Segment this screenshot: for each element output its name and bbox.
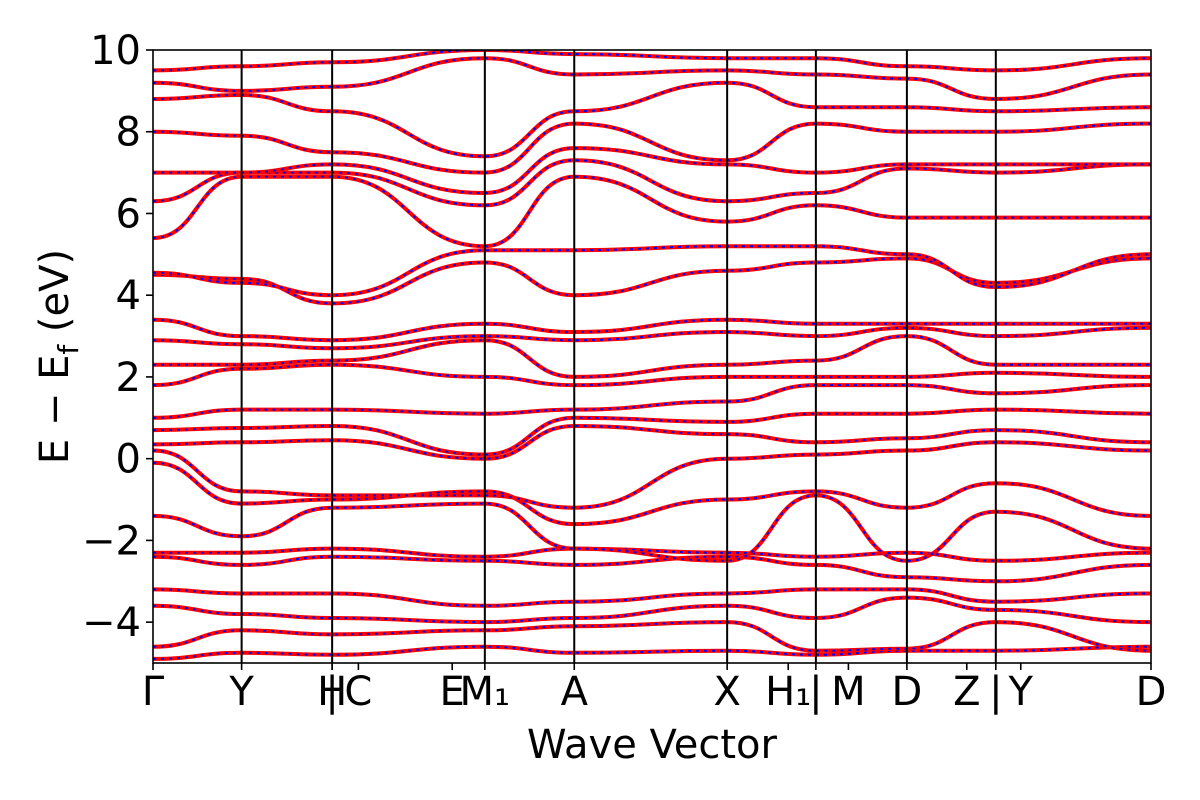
band-line-blue	[153, 257, 1151, 305]
x-tick-label: C	[344, 669, 372, 715]
y-axis-title-unit: (eV)	[32, 249, 78, 345]
band-line-blue	[153, 547, 1151, 562]
band-line-blue	[153, 175, 1151, 248]
band-line-red	[153, 174, 1151, 249]
band-line-red	[153, 423, 1151, 461]
band-line-blue	[153, 408, 1151, 456]
band-line-blue	[153, 596, 1151, 624]
band-line-red	[153, 121, 1151, 175]
band-line-red	[153, 334, 1151, 379]
x-tick-label: H	[317, 669, 347, 715]
band-line-red	[153, 146, 1151, 196]
band-line-blue	[153, 147, 1151, 195]
plot-frame	[152, 49, 1152, 664]
x-tick-label: A	[561, 669, 589, 715]
band-line-red	[153, 244, 1151, 298]
band-line-red	[153, 440, 1151, 510]
x-tick-label: Y	[228, 669, 254, 715]
y-axis-title: E − Ef (eV)	[32, 249, 85, 464]
band-line-blue	[153, 588, 1151, 607]
y-axis-title-main: E − E	[32, 355, 78, 465]
band-line-blue	[153, 384, 1151, 419]
y-tick-label: 8	[116, 110, 141, 156]
band-line-blue	[153, 621, 1151, 652]
y-tick-label: −4	[82, 600, 141, 646]
y-tick-label: 0	[116, 437, 141, 483]
x-tick-label: H₁	[765, 669, 811, 715]
band-line-red	[153, 587, 1151, 608]
band-line-blue	[153, 494, 1151, 562]
band-line-red	[153, 620, 1151, 653]
x-tick-label: M	[831, 669, 866, 715]
x-tick-label: E	[440, 669, 465, 715]
x-tick-label: |	[809, 669, 822, 715]
y-tick-label: 4	[116, 273, 141, 319]
band-line-red	[153, 383, 1151, 420]
band-line-red	[153, 80, 1151, 159]
x-tick-label: Z	[953, 669, 980, 715]
band-line-blue	[153, 81, 1151, 158]
band-line-red	[153, 644, 1151, 661]
y-tick-label: 6	[116, 191, 141, 237]
band-line-blue	[153, 159, 1151, 207]
x-axis-ticks: Γ Y HC| EM₁ A X H₁| M D Z | Y D	[142, 663, 1167, 715]
y-axis-title-sub: f	[52, 344, 85, 355]
x-tick-label: Γ	[142, 669, 165, 715]
band-line-blue	[153, 363, 1151, 387]
x-tick-label: |	[325, 669, 338, 715]
y-tick-label: 10	[90, 28, 141, 74]
y-tick-label: 2	[116, 355, 141, 401]
y-axis-ticks: −4 −2 0 2 4 6 8 10	[82, 28, 153, 646]
y-tick-label: −2	[82, 518, 141, 564]
band-line-blue	[153, 326, 1151, 350]
band-line-blue	[153, 645, 1151, 660]
x-tick-label: |	[989, 669, 1002, 715]
high-symmetry-lines	[240, 50, 997, 663]
x-tick-label: X	[713, 669, 740, 715]
band-line-blue	[153, 441, 1151, 509]
x-tick-label: Y	[1008, 669, 1034, 715]
x-tick-label: D	[1136, 669, 1167, 715]
x-tick-label: M₁	[460, 669, 511, 715]
x-axis-title: Wave Vector	[527, 722, 778, 768]
band-line-blue	[153, 461, 1151, 526]
x-tick-label: D	[891, 669, 922, 715]
band-line-red	[153, 362, 1151, 388]
band-line-red	[153, 50, 1151, 73]
band-line-red	[153, 256, 1151, 306]
band-line-blue	[153, 57, 1151, 101]
band-line-blue	[153, 555, 1151, 583]
band-line-red	[153, 317, 1151, 343]
band-line-blue	[153, 335, 1151, 378]
band-line-blue	[153, 50, 1151, 72]
bands-layer	[153, 50, 1151, 661]
